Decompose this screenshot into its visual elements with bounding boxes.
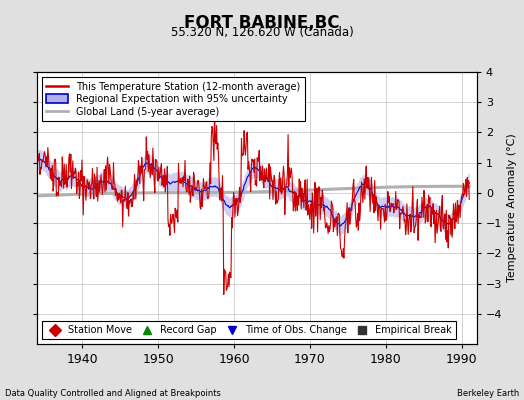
Legend: Station Move, Record Gap, Time of Obs. Change, Empirical Break: Station Move, Record Gap, Time of Obs. C… bbox=[41, 321, 455, 339]
Text: 55.320 N, 126.620 W (Canada): 55.320 N, 126.620 W (Canada) bbox=[171, 26, 353, 39]
Text: Berkeley Earth: Berkeley Earth bbox=[456, 389, 519, 398]
Text: Data Quality Controlled and Aligned at Breakpoints: Data Quality Controlled and Aligned at B… bbox=[5, 389, 221, 398]
Text: FORT BABINE,BC: FORT BABINE,BC bbox=[184, 14, 340, 32]
Y-axis label: Temperature Anomaly (°C): Temperature Anomaly (°C) bbox=[507, 134, 517, 282]
